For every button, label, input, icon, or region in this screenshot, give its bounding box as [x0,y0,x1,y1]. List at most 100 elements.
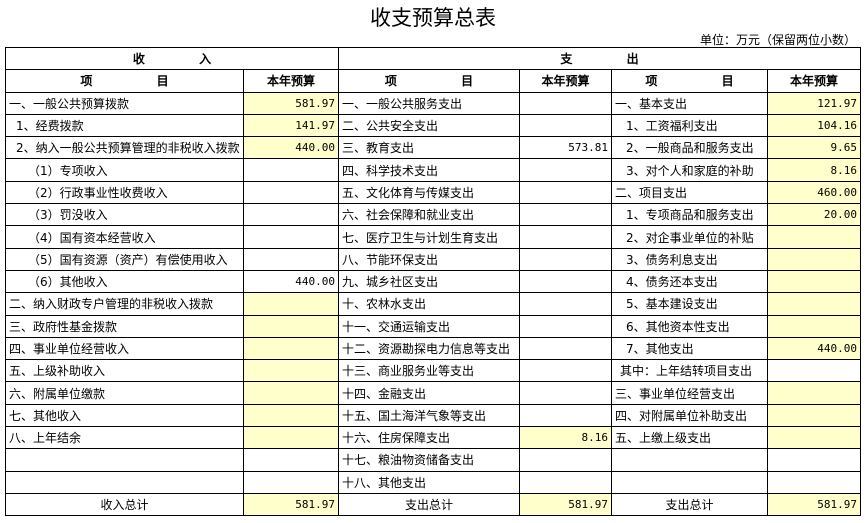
item-label: 十二、资源勘探电力信息等支出 [338,336,520,361]
item-label: （2）行政事业性收费收入 [5,180,244,205]
budget-value [519,314,612,338]
item-label: 三、事业单位经营支出 [611,381,768,405]
data-row: 1、经费拨款 141.97 二、公共安全支出 1、工资福利支出 104.16 [5,113,861,138]
data-row: 二、纳入财政专户管理的非税收入拨款 十、农林水支出 5、基本建设支出 [5,292,861,316]
group-header: 收 入 [5,46,339,71]
item-label: 3、对个人和家庭的补助 [611,158,768,182]
budget-value [767,292,861,316]
item-label [5,470,244,494]
budget-value [767,247,861,271]
budget-value [767,381,861,405]
budget-value [519,158,612,182]
budget-value [243,403,339,428]
budget-value [243,426,339,450]
budget-value [243,314,339,338]
item-label: （5）国有资源（资产）有偿使用收入 [5,247,244,271]
item-label: （3）罚没收入 [5,203,244,227]
budget-value [243,336,339,361]
budget-value [767,403,861,428]
budget-value [243,470,339,494]
item-label: 五、上级补助收入 [5,359,244,383]
item-label [611,448,768,472]
item-label: 十、农林水支出 [338,292,520,316]
column-header: 本年预算 [767,69,861,93]
total-value: 581.97 [767,492,861,517]
budget-value [519,91,612,115]
item-label: 十一、交通运输支出 [338,314,520,338]
budget-value [767,359,861,383]
budget-value [519,336,612,361]
item-label: 三、政府性基金拨款 [5,314,244,338]
item-label: 1、经费拨款 [5,113,244,138]
budget-value [767,314,861,338]
total-label: 支出总计 [611,492,768,517]
budget-value [767,470,861,494]
data-row: 三、政府性基金拨款 十一、交通运输支出 6、其他资本性支出 [5,314,861,338]
item-label: 四、事业单位经营收入 [5,336,244,361]
budget-value [519,292,612,316]
item-label: 1、工资福利支出 [611,113,768,138]
item-label: 2、纳入一般公共预算管理的非税收入拨款 [5,136,244,160]
data-row: 六、附属单位缴款 十四、金融支出 三、事业单位经营支出 [5,381,861,405]
item-label: 4、债务还本支出 [611,269,768,294]
item-label: 6、其他资本性支出 [611,314,768,338]
item-label [5,448,244,472]
title: 收支预算总表 [370,6,496,30]
budget-value: 20.00 [767,203,861,227]
item-label: 七、其他收入 [5,403,244,428]
total-value: 581.97 [243,492,339,517]
item-label: （6）其他收入 [5,269,244,294]
budget-value [767,225,861,249]
budget-value [243,292,339,316]
data-row: 八、上年结余 十六、住房保障支出 8.16 五、上缴上级支出 [5,426,861,450]
budget-value [519,225,612,249]
item-label: 一、基本支出 [611,91,768,115]
budget-value [519,180,612,205]
data-row: （1）专项收入 四、科学技术支出 3、对个人和家庭的补助 8.16 [5,158,861,182]
item-label: 二、纳入财政专户管理的非税收入拨款 [5,292,244,316]
data-row: 四、事业单位经营收入 十二、资源勘探电力信息等支出 7、其他支出 440.00 [5,336,861,361]
item-label: 十四、金融支出 [338,381,520,405]
budget-value: 9.65 [767,136,861,160]
item-label: 五、文化体育与传媒支出 [338,180,520,205]
budget-value [519,203,612,227]
budget-value: 8.16 [519,426,612,450]
data-row: （3）罚没收入 六、社会保障和就业支出 1、专项商品和服务支出 20.00 [5,203,861,227]
budget-value [767,426,861,450]
budget-value [519,359,612,383]
data-row: 五、上级补助收入 十三、商业服务业等支出 其中：上年结转项目支出 [5,359,861,383]
data-row: （4）国有资本经营收入 七、医疗卫生与计划生育支出 2、对企事业单位的补贴 [5,225,861,249]
budget-value: 573.81 [519,136,612,160]
column-header: 本年预算 [243,69,339,93]
item-label: 3、债务利息支出 [611,247,768,271]
data-row: （6）其他收入 440.00 九、城乡社区支出 4、债务还本支出 [5,269,861,294]
budget-value: 460.00 [767,180,861,205]
item-label: 十五、国土海洋气象等支出 [338,403,520,428]
budget-value [243,359,339,383]
item-label: 七、医疗卫生与计划生育支出 [338,225,520,249]
item-label: 十六、住房保障支出 [338,426,520,450]
total-row: 收入总计 581.97 支出总计 581.97 支出总计 581.97 [5,492,861,517]
budget-value [767,448,861,472]
budget-value [243,448,339,472]
data-row: 十八、其他支出 [5,470,861,494]
group-row: 收 入支 出 [5,46,861,71]
budget-value: 104.16 [767,113,861,138]
budget-value [519,269,612,294]
item-label: 三、教育支出 [338,136,520,160]
item-label: 九、城乡社区支出 [338,269,520,294]
total-label: 支出总计 [338,492,520,517]
column-header: 项 目 [611,69,768,93]
budget-value: 581.97 [243,91,339,115]
item-label [611,470,768,494]
budget-table: 收 入支 出项 目本年预算项 目本年预算项 目本年预算 一、一般公共预算拨款 581… [5,46,861,517]
item-label: 1、专项商品和服务支出 [611,203,768,227]
budget-value [519,403,612,428]
item-label: 五、上缴上级支出 [611,426,768,450]
column-row: 项 目本年预算项 目本年预算项 目本年预算 [5,69,861,93]
total-label: 收入总计 [5,492,244,517]
budget-value [519,470,612,494]
item-label: （4）国有资本经营收入 [5,225,244,249]
item-label: 一、一般公共服务支出 [338,91,520,115]
budget-value [243,381,339,405]
